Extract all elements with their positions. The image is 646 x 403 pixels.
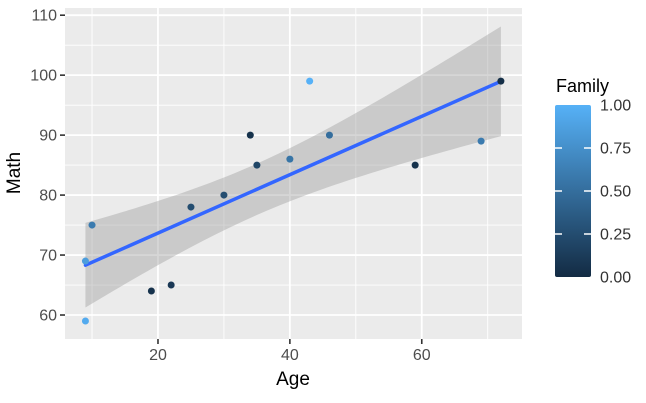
legend-tick [584,147,591,149]
x-tick-label: 60 [413,347,431,364]
data-point [147,287,155,295]
y-tick-label: 110 [31,8,57,25]
legend-extras: 1.00 0.75 0.50 0.25 0.00 [555,98,631,287]
data-point [497,77,505,85]
legend-tick [555,190,562,192]
legend-title: Family [556,76,609,96]
data-point [220,191,228,199]
legend-tick-label: 1.00 [600,98,631,115]
legend-tick-label: 0.75 [600,141,631,158]
x-tick-label: 40 [281,347,299,364]
y-tick-label: 60 [39,308,57,325]
legend-tick-label: 0.50 [600,184,631,201]
data-point [187,203,195,211]
legend-tick [555,233,562,235]
data-point [477,137,485,145]
data-point [286,155,294,163]
x-tick-label: 20 [149,347,167,364]
chart-layers: 20 40 60 60 70 80 90 100 110 [30,8,522,364]
x-axis-title: Age [276,369,310,390]
legend-gradient-bar [555,105,591,277]
y-axis-title: Math [4,152,25,194]
data-point [246,131,254,139]
data-point [81,257,89,265]
legend-tick [584,190,591,192]
y-tick-label: 100 [30,68,57,85]
y-tick-label: 90 [39,128,57,145]
data-point [325,131,333,139]
y-tick-label: 80 [39,188,57,205]
legend-tick-label: 0.00 [600,270,631,287]
data-point [81,317,89,325]
legend-tick [584,233,591,235]
legend-tick-label: 0.25 [600,227,631,244]
data-point [88,221,96,229]
data-point [253,161,261,169]
confidence-band [85,26,501,308]
regression-line [83,79,503,267]
legend-tick [555,147,562,149]
y-tick-label: 70 [39,248,57,265]
data-point [411,161,419,169]
data-point [306,77,314,85]
data-point [167,281,175,289]
